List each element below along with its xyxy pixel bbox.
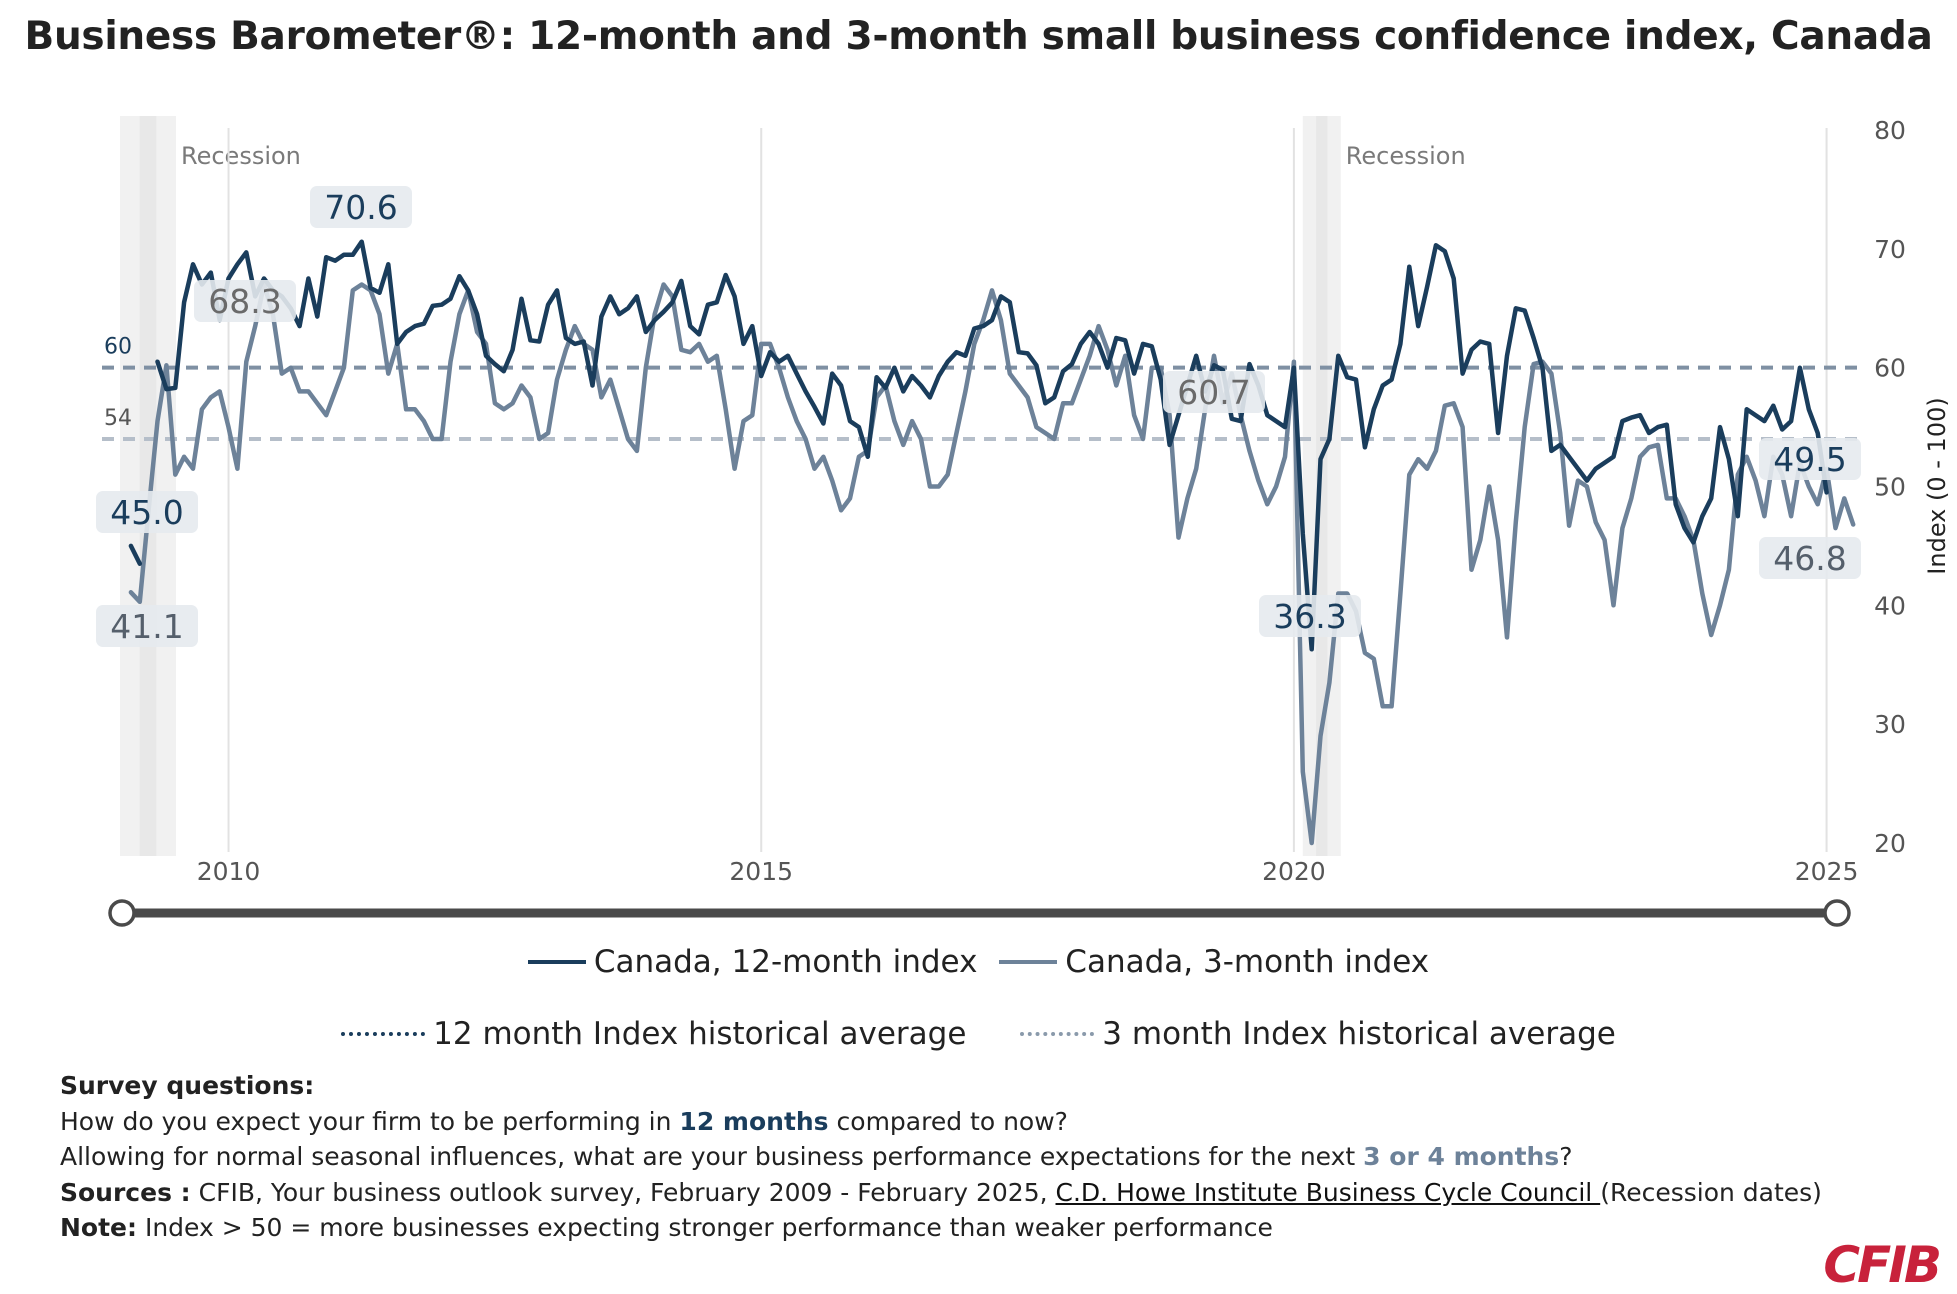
sources-text: CFIB, Your business outlook survey, Febr…	[190, 1177, 1056, 1207]
legend-item-3-month[interactable]: Canada, 3-month index	[999, 944, 1429, 980]
data-label-text: 41.1	[110, 607, 183, 646]
cd-howe-link[interactable]: C.D. Howe Institute Business Cycle Counc…	[1055, 1177, 1601, 1207]
recession-label: Recession	[181, 142, 301, 170]
data-label: 68.3	[194, 280, 296, 322]
cfib-logo: CFIB	[1823, 1236, 1942, 1294]
recession-band-inner	[1316, 116, 1328, 856]
data-label: 36.3	[1259, 595, 1361, 637]
y-tick-label: 20	[1874, 829, 1906, 858]
legend-series: Canada, 12-month index Canada, 3-month i…	[0, 936, 1957, 980]
data-label-text: 70.6	[324, 188, 397, 227]
legend-item-12-month[interactable]: Canada, 12-month index	[527, 944, 978, 980]
dashed-line-swatch-icon	[341, 1032, 426, 1036]
q1-text: How do you expect your firm to be perfor…	[60, 1106, 680, 1136]
legend-label-3-month-average: 3 month Index historical average	[1102, 1016, 1616, 1052]
q2-highlight: 3 or 4 months	[1363, 1142, 1560, 1171]
data-label: 41.1	[96, 605, 198, 647]
range-slider-end-handle[interactable]	[1823, 899, 1851, 927]
data-label-text: 36.3	[1273, 597, 1346, 636]
data-label-box	[194, 280, 296, 322]
y-tick-label: 60	[1874, 354, 1906, 383]
recession-label: Recession	[1346, 142, 1466, 170]
annotations: 70.6 68.3 45.0 41.1 60.7 36.3 49.5 46.8	[96, 186, 1861, 647]
sources-text-end: (Recession dates)	[1600, 1177, 1822, 1207]
data-label-text: 60.7	[1177, 373, 1250, 412]
recession-band-inner	[139, 116, 157, 856]
survey-heading: Survey questions:	[60, 1068, 1822, 1104]
data-label-text: 45.0	[110, 493, 183, 532]
legend-averages: 12 month Index historical average 3 mont…	[0, 1008, 1957, 1052]
data-label: 46.8	[1759, 537, 1861, 579]
data-label: 49.5	[1759, 438, 1861, 480]
data-label: 60.7	[1163, 371, 1265, 413]
average-lines: 60 54	[102, 335, 1858, 441]
legend-label-12-month: Canada, 12-month index	[593, 944, 978, 980]
line-swatch-icon	[999, 960, 1058, 964]
average-line-label: 60	[104, 335, 132, 360]
chart-title: Business Barometer®: 12-month and 3-mont…	[24, 14, 1933, 59]
data-label-box	[96, 605, 198, 647]
survey-heading-text: Survey questions:	[60, 1071, 315, 1100]
data-label-box	[1759, 537, 1861, 579]
x-tick-label: 2010	[197, 857, 261, 886]
q1-text-end: compared to now?	[828, 1106, 1068, 1136]
legend-label-3-month: Canada, 3-month index	[1065, 944, 1430, 980]
data-label-box	[1759, 438, 1861, 480]
legend-item-3-month-average[interactable]: 3 month Index historical average	[1020, 1016, 1616, 1052]
data-label-box	[96, 491, 198, 533]
y-tick-label: 50	[1874, 473, 1906, 502]
x-tick-label: 2025	[1795, 857, 1859, 886]
series-line-3-month	[128, 282, 1856, 846]
sources-line: Sources : CFIB, Your business outlook su…	[60, 1175, 1822, 1211]
data-label: 70.6	[310, 186, 412, 228]
note-label: Note:	[60, 1213, 138, 1242]
dashed-line-swatch-icon	[1020, 1032, 1095, 1036]
data-label-box	[1163, 371, 1265, 413]
line-swatch-icon	[527, 960, 586, 964]
y-tick-label: 40	[1874, 591, 1906, 620]
legend-label-12-month-average: 12 month Index historical average	[433, 1016, 967, 1052]
sources-label: Sources :	[60, 1177, 191, 1207]
q1-highlight: 12 months	[679, 1106, 829, 1136]
q2-text-end: ?	[1559, 1142, 1573, 1171]
data-label-box	[310, 186, 412, 228]
average-line-label: 54	[104, 406, 132, 431]
x-tick-label: 2020	[1262, 857, 1326, 886]
data-label-text: 49.5	[1773, 440, 1846, 479]
series-line-12-month	[128, 239, 1829, 652]
footer-notes: Survey questions: How do you expect your…	[60, 1068, 1822, 1246]
note-text: Index > 50 = more businesses expecting s…	[137, 1213, 1273, 1242]
question-3-month: Allowing for normal seasonal influences,…	[60, 1139, 1822, 1175]
data-label: 45.0	[96, 491, 198, 533]
legend-item-12-month-average[interactable]: 12 month Index historical average	[341, 1016, 966, 1052]
y-tick-label: 70	[1874, 235, 1906, 264]
range-slider[interactable]	[108, 899, 1851, 927]
question-12-month: How do you expect your firm to be perfor…	[60, 1104, 1822, 1140]
y-tick-label: 80	[1874, 116, 1906, 145]
series-lines	[128, 239, 1856, 846]
data-label-text: 68.3	[208, 282, 281, 321]
note-line: Note: Index > 50 = more businesses expec…	[60, 1210, 1822, 1246]
q2-text: Allowing for normal seasonal influences,…	[60, 1142, 1364, 1171]
x-tick-label: 2015	[729, 857, 793, 886]
data-label-text: 46.8	[1773, 539, 1846, 578]
y-axis-title: Index (0 - 100)	[1923, 397, 1951, 574]
data-label-box	[1259, 595, 1361, 637]
range-slider-start-handle[interactable]	[108, 899, 136, 927]
y-tick-label: 30	[1874, 710, 1906, 739]
